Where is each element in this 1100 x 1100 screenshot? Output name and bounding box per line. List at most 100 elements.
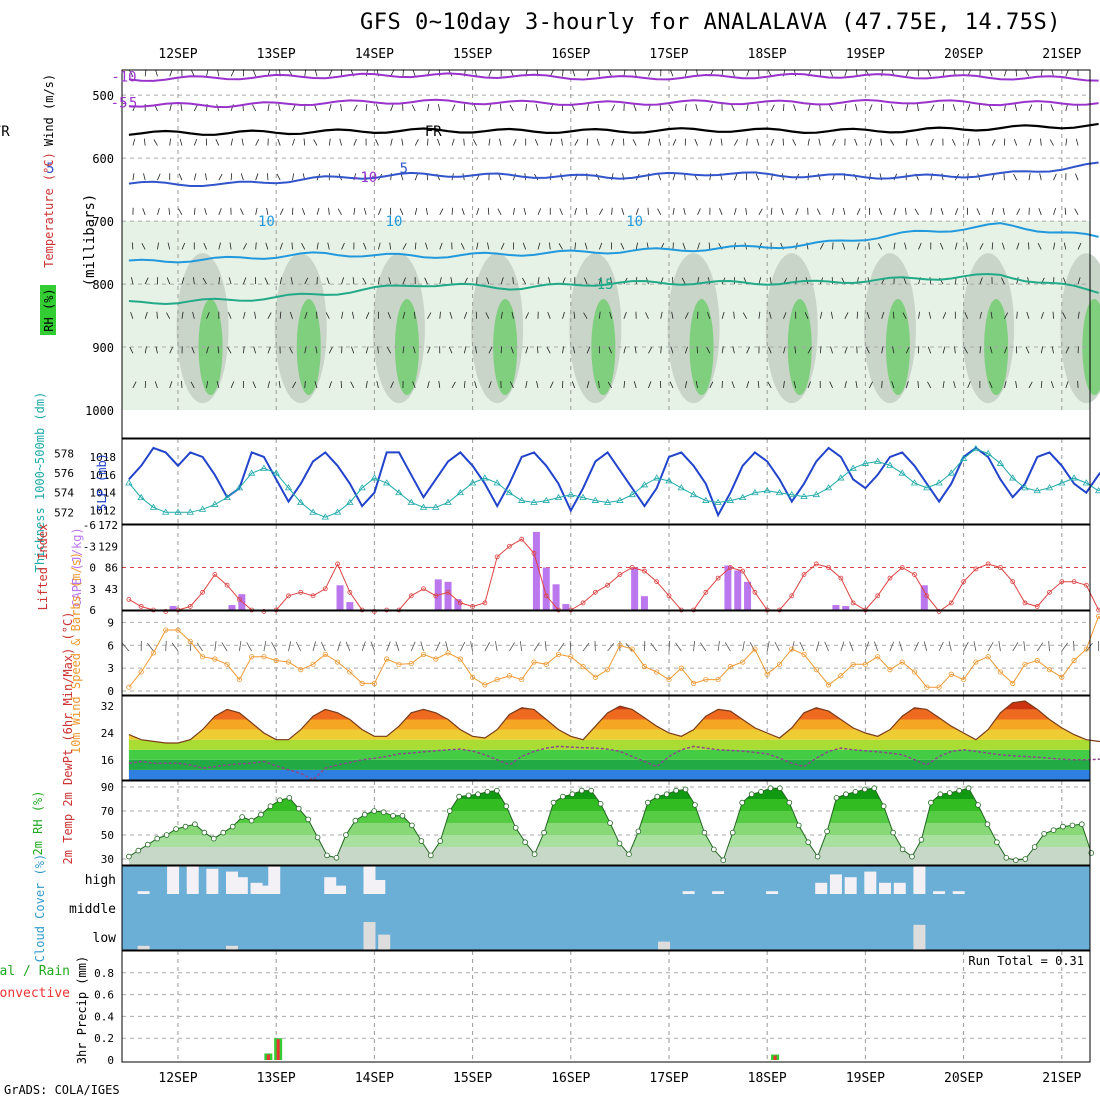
wind-speed-point: [727, 664, 733, 670]
dewpoint-line: [128, 745, 1100, 781]
thickness-point: [579, 493, 587, 501]
li-point: [887, 575, 893, 581]
wind-barb-10m: [1061, 642, 1069, 652]
wind-barb-10m: [1023, 641, 1026, 652]
rh-point: [1060, 823, 1066, 830]
wind-barb-upper: [461, 208, 465, 215]
li-point: [961, 579, 966, 585]
li-tick: 3: [89, 583, 96, 596]
li-tick: 6: [89, 604, 96, 617]
wind-barb-upper: [608, 69, 612, 77]
wind-barb-10m: [569, 640, 572, 652]
thickness-point: [726, 496, 735, 503]
wind-barb-upper: [156, 311, 158, 319]
wind-barb-upper: [463, 311, 468, 319]
li-tick: 0: [89, 562, 96, 575]
cloud-high-bar: [235, 877, 248, 894]
wind-barb-upper: [562, 277, 566, 285]
precip-label-total: Total / Rain: [0, 964, 70, 979]
wind-speed-point: [715, 676, 721, 683]
li-point: [433, 593, 439, 599]
cloud-low-bar: [226, 945, 239, 950]
wind-barb-upper: [301, 243, 306, 250]
wind-barb-upper: [425, 242, 428, 250]
li-point: [212, 572, 218, 577]
wind-barb-upper: [463, 138, 465, 146]
wind-barb-upper: [206, 380, 209, 389]
cape-bar: [734, 570, 742, 610]
rh-point: [645, 799, 651, 806]
cloud-high-bar: [682, 891, 695, 894]
wind-barb-upper: [1053, 173, 1057, 181]
li-point: [1034, 604, 1040, 609]
wind-barb-upper: [389, 242, 392, 250]
wind-barb-upper: [1063, 242, 1067, 250]
wind-barb-upper: [954, 242, 958, 250]
wind-barb-10m: [849, 641, 854, 652]
wind-barb-10m: [824, 641, 829, 652]
wind-barb-upper: [513, 138, 517, 146]
wind-barb-upper: [878, 208, 883, 215]
slp-tick: 1016: [90, 469, 117, 482]
rh-point: [390, 812, 396, 819]
cape-tick: 172: [98, 519, 118, 532]
wind-speed-point: [678, 665, 684, 671]
wind-barb-upper: [1050, 381, 1054, 389]
cloud-high-bar: [226, 871, 239, 894]
wind-barb-upper: [734, 173, 738, 181]
wind-barb-upper: [623, 69, 626, 77]
li-point: [875, 593, 881, 599]
wind-barb-upper: [832, 139, 836, 146]
wind-barb-10m: [312, 641, 316, 652]
wind-barb-10m: [196, 642, 203, 652]
li-tick: -3: [83, 540, 96, 553]
wind-barb-upper: [891, 381, 895, 389]
thickness-point: [186, 508, 194, 515]
cloud-high-bar: [167, 866, 180, 894]
wind-barb-upper: [314, 381, 318, 389]
li-point: [912, 572, 917, 577]
wind-barb-upper: [697, 242, 700, 250]
pressure-tick: 700: [92, 215, 114, 229]
wind-speed-point: [199, 654, 206, 660]
thickness-point: [738, 493, 747, 501]
wind-barb-upper: [781, 208, 784, 215]
wind-barb-upper: [509, 381, 514, 389]
wind-barb-upper: [783, 380, 785, 389]
wind-barb-upper: [486, 277, 490, 285]
wind-barb-upper: [227, 347, 232, 354]
wind-barb-upper: [684, 103, 687, 111]
day-label-top: 20SEP: [944, 47, 983, 62]
wind-barb-upper: [731, 381, 735, 389]
wind-barb-10m: [165, 640, 167, 652]
pressure-tick: 500: [92, 89, 114, 103]
wind-speed-point: [936, 684, 942, 690]
wind-barb-upper: [351, 346, 355, 354]
wind-barb-upper: [292, 104, 296, 112]
wind-speed-point: [568, 654, 574, 660]
li-point: [470, 604, 476, 609]
wind-barb-upper: [697, 208, 701, 215]
wind-barb-upper: [438, 380, 441, 389]
rh-shade-green: [394, 299, 419, 396]
wind-barb-upper: [648, 69, 652, 77]
wind-barb-upper: [928, 311, 932, 319]
wind-barb-upper: [178, 173, 183, 181]
wind-barb-upper: [635, 242, 639, 250]
wind-barb-upper: [535, 104, 539, 112]
wind-barb-10m: [271, 641, 277, 652]
wind-speed-point: [1059, 674, 1065, 680]
li-point: [1071, 579, 1077, 585]
cloud-high-bar: [844, 877, 857, 894]
wind-barb-upper: [476, 242, 479, 250]
wind-barb-upper: [241, 138, 244, 146]
wind-barb-upper: [585, 207, 588, 215]
wind-barb-upper: [402, 243, 407, 250]
wind-speed-point: [408, 660, 414, 667]
wind-barb-upper: [352, 277, 355, 285]
wind-barb-upper: [890, 139, 895, 146]
wind-barb-upper: [731, 69, 735, 77]
slp-tick: 1012: [90, 505, 117, 518]
wind-barb-upper: [681, 277, 686, 285]
thickness-point: [1082, 479, 1091, 486]
